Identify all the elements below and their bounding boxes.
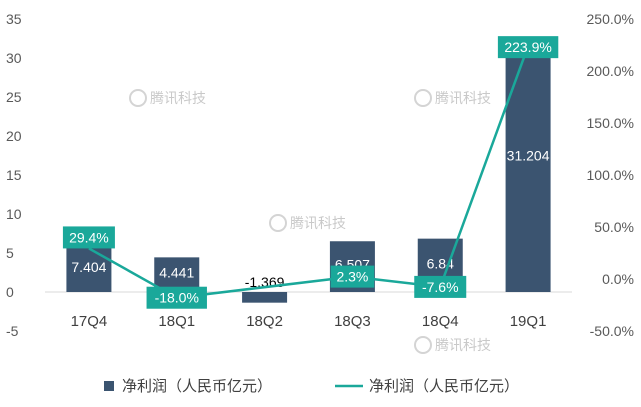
- line-data-label-text: 29.4%: [69, 229, 109, 245]
- watermark-logo-icon: [269, 214, 287, 232]
- legend: 净利润（人民币亿元） 净利润（人民币亿元）: [104, 377, 519, 395]
- y-left-tick-label: 35: [6, 11, 22, 27]
- bar: [154, 257, 200, 292]
- y-left-tick-label: 10: [6, 206, 22, 222]
- y-right-tick-label: 100.0%: [587, 167, 634, 183]
- x-axis-category-label: 19Q1: [510, 313, 547, 330]
- y-axis-left: -5 0 5 10 15 20 25 30 35: [6, 11, 22, 339]
- line-data-label: -7.6%: [414, 275, 467, 298]
- line-data-label-text: -18.0%: [155, 290, 199, 306]
- line-data-label-box: [330, 265, 375, 288]
- bar-data-label: 7.404: [71, 259, 106, 275]
- x-axis-categories: 17Q4 18Q1 18Q2 18Q3 18Q4 19Q1: [71, 313, 547, 330]
- watermark-text: 腾讯科技: [290, 215, 346, 232]
- x-axis-category-label: 18Q3: [334, 313, 371, 330]
- watermark-logo-icon: [414, 89, 432, 107]
- y-right-tick-label: 250.0%: [587, 11, 634, 27]
- watermark-logo-icon: [129, 89, 147, 107]
- y-right-tick-label: -50.0%: [590, 323, 634, 339]
- y-left-tick-label: 15: [6, 167, 22, 183]
- line-data-label: -18.0%: [146, 286, 207, 309]
- x-axis-category-label: 18Q4: [422, 313, 459, 330]
- line-data-label: 2.3%: [330, 265, 375, 288]
- y-axis-right: -50.0% 0.0% 50.0% 100.0% 150.0% 200.0% 250.0%: [587, 11, 634, 339]
- bar-series: [66, 48, 551, 303]
- bar: [505, 48, 551, 293]
- x-axis-category-label: 18Q1: [158, 313, 195, 330]
- y-right-tick-label: 50.0%: [594, 219, 634, 235]
- line-data-label-text: -7.6%: [422, 279, 459, 295]
- y-right-tick-label: 150.0%: [587, 115, 634, 131]
- line-data-labels: 29.4% -18.0% 2.3% -7.6% 223.9%: [62, 36, 559, 309]
- x-axis-category-label: 17Q4: [71, 313, 108, 330]
- bar: [242, 292, 288, 303]
- legend-line-label: 净利润（人民币亿元）: [369, 377, 519, 395]
- watermark-text: 腾讯科技: [150, 90, 206, 107]
- line-data-label-box: [497, 36, 559, 59]
- line-data-label-box: [62, 226, 115, 249]
- y-left-tick-label: 0: [6, 284, 14, 300]
- legend-bar-label: 净利润（人民币亿元）: [122, 377, 272, 395]
- y-right-tick-label: 0.0%: [602, 271, 634, 287]
- y-left-tick-label: 5: [6, 245, 14, 261]
- watermark: 腾讯科技: [269, 214, 346, 232]
- legend-bar-swatch: [104, 381, 114, 391]
- watermark-logo-icon: [414, 336, 432, 354]
- watermark: 腾讯科技: [129, 89, 206, 107]
- y-left-tick-label: 30: [6, 50, 22, 66]
- bar-data-label: 4.441: [159, 265, 194, 281]
- y-left-tick-label: 20: [6, 128, 22, 144]
- watermark-text: 腾讯科技: [435, 337, 491, 354]
- watermark-text: 腾讯科技: [435, 90, 491, 107]
- watermark: 腾讯科技: [414, 336, 491, 354]
- line-data-label-text: 223.9%: [504, 39, 551, 55]
- watermark: 腾讯科技: [414, 89, 491, 107]
- bar-data-label: 31.204: [507, 148, 550, 164]
- y-right-tick-label: 200.0%: [587, 63, 634, 79]
- y-left-tick-label: 25: [6, 89, 22, 105]
- line-data-label-box: [414, 275, 467, 298]
- line-data-label: 223.9%: [497, 36, 559, 59]
- line-data-label-text: 2.3%: [336, 269, 368, 285]
- x-axis-category-label: 18Q2: [246, 313, 283, 330]
- y-left-tick-label: -5: [6, 323, 19, 339]
- line-data-label-box: [146, 286, 207, 309]
- line-data-label: 29.4%: [62, 226, 115, 249]
